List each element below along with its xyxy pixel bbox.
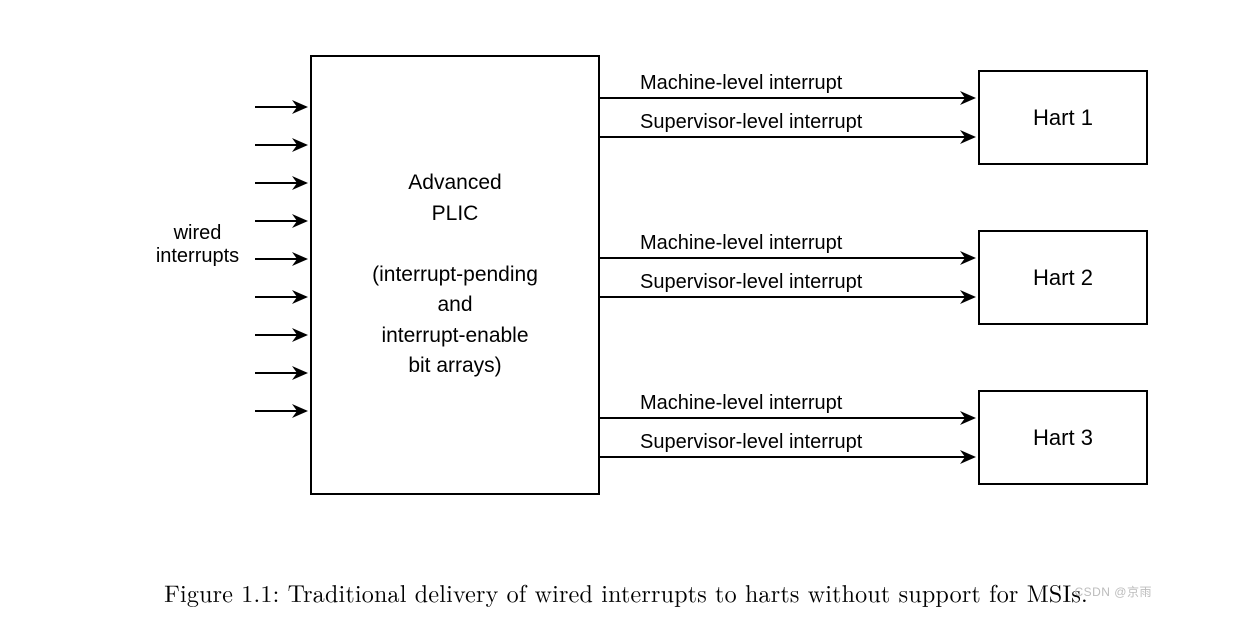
plic-line6: bit arrays)	[408, 354, 501, 377]
hart1-machine-label: Machine-level interrupt	[640, 72, 842, 95]
plic-line3: (interrupt-pending	[372, 263, 538, 286]
plic-line5: interrupt-enable	[381, 324, 528, 347]
wired-line1: wired	[174, 222, 222, 244]
plic-text: Advanced PLIC (interrupt-pending and int…	[372, 168, 538, 381]
hart-2-box: Hart 2	[978, 230, 1148, 325]
hart-3-box: Hart 3	[978, 390, 1148, 485]
input-arrows-group	[255, 107, 306, 411]
hart-3-label: Hart 3	[1033, 425, 1093, 451]
watermark: CSDN @京雨	[1074, 583, 1152, 600]
hart2-supervisor-label: Supervisor-level interrupt	[640, 271, 862, 294]
figure-caption: Figure 1.1: Traditional delivery of wire…	[0, 575, 1252, 609]
hart1-supervisor-label: Supervisor-level interrupt	[640, 111, 862, 134]
hart3-machine-label: Machine-level interrupt	[640, 392, 842, 415]
wired-line2: interrupts	[156, 245, 239, 267]
hart-2-label: Hart 2	[1033, 265, 1093, 291]
plic-line2: PLIC	[432, 202, 479, 225]
plic-line1: Advanced	[408, 171, 501, 194]
hart-1-box: Hart 1	[978, 70, 1148, 165]
diagram-canvas: Advanced PLIC (interrupt-pending and int…	[0, 0, 1252, 628]
wired-interrupts-label: wired interrupts	[150, 222, 245, 268]
hart2-machine-label: Machine-level interrupt	[640, 232, 842, 255]
plic-box: Advanced PLIC (interrupt-pending and int…	[310, 55, 600, 495]
hart3-supervisor-label: Supervisor-level interrupt	[640, 431, 862, 454]
plic-line4: and	[437, 293, 472, 316]
hart-1-label: Hart 1	[1033, 105, 1093, 131]
